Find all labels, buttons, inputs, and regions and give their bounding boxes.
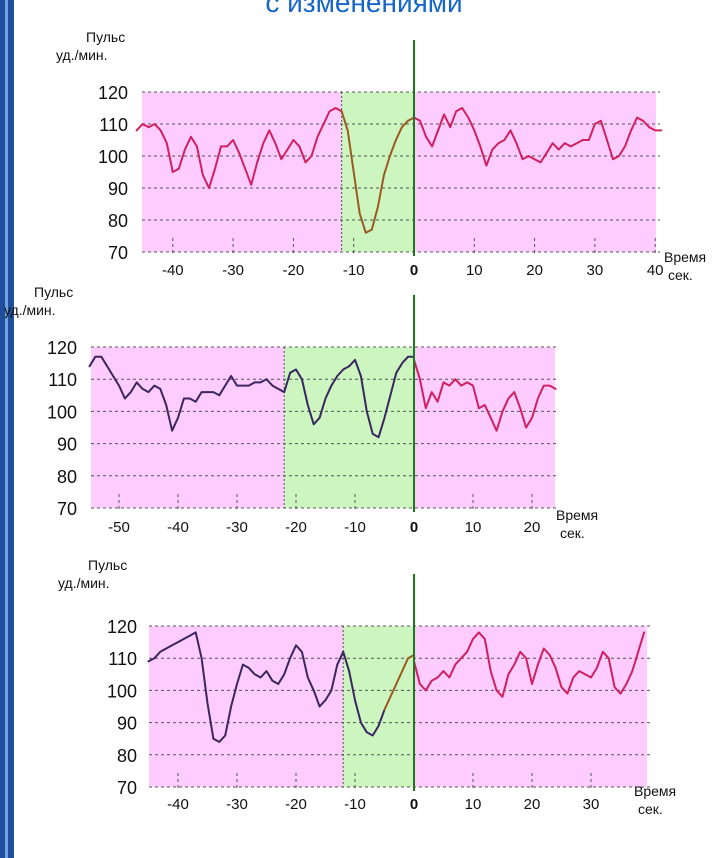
y-tick-label: 120 (107, 617, 137, 637)
series-line-3 (413, 358, 557, 432)
x-tick-label: -30 (226, 796, 248, 813)
y-axis-label-unit: уд./мин. (58, 575, 110, 591)
x-axis-label: Время (556, 507, 598, 523)
x-tick-label: -40 (167, 796, 189, 813)
y-axis-label-unit: уд./мин. (56, 47, 108, 63)
y-tick-label: 70 (117, 778, 137, 798)
x-axis-label: Время (634, 783, 676, 799)
x-tick-label: 10 (465, 519, 482, 536)
y-tick-label: 100 (107, 681, 137, 701)
x-tick-label: -20 (285, 519, 307, 536)
x-tick-label: 40 (647, 262, 664, 279)
y-tick-label: 110 (48, 370, 77, 390)
frame-left-border (0, 0, 14, 858)
y-axis-label: Пульс (88, 557, 127, 573)
y-tick-label: 110 (108, 649, 137, 669)
y-tick-label: 100 (47, 402, 77, 422)
x-tick-label: 0 (410, 796, 418, 813)
x-tick-label: -10 (344, 796, 366, 813)
series-line-1 (88, 355, 286, 432)
x-axis-label: Время (664, 249, 706, 265)
y-tick-label: 90 (57, 435, 77, 455)
y-axis-label: Пульс (86, 29, 125, 45)
x-tick-label: 20 (526, 262, 543, 279)
x-tick-label: -20 (283, 262, 305, 279)
x-tick-label: 10 (465, 796, 482, 813)
page-title: с изменениями (265, 0, 463, 18)
y-tick-label: 80 (57, 467, 77, 487)
x-tick-label: -40 (162, 262, 184, 279)
x-axis-label-unit: сек. (560, 525, 585, 541)
series-line-1 (135, 107, 343, 189)
series-line-2 (342, 650, 386, 737)
y-tick-label: 120 (98, 83, 128, 103)
y-tick-label: 110 (99, 115, 128, 135)
y-tick-label: 70 (108, 243, 128, 263)
x-tick-label: 30 (583, 796, 600, 813)
series-line-3 (383, 654, 415, 711)
y-axis-label: Пульс (34, 284, 73, 300)
x-tick-label: 20 (524, 519, 541, 536)
x-tick-label: 10 (466, 262, 483, 279)
y-tick-label: 90 (108, 179, 128, 199)
y-tick-label: 80 (117, 746, 137, 766)
green-zone (341, 92, 414, 252)
x-tick-label: 0 (410, 262, 418, 279)
green-zone (284, 347, 414, 508)
chart-3: 120 110 100 90 80 70 -40 -30 -20 -10 0 10 20 30 Пульс у… (58, 557, 676, 817)
x-tick-label: 0 (410, 519, 418, 536)
y-tick-label: 100 (98, 147, 128, 167)
x-tick-label: 20 (524, 796, 541, 813)
y-tick-label: 90 (117, 714, 137, 734)
x-tick-label: -10 (343, 262, 365, 279)
y-tick-label: 120 (47, 338, 77, 358)
series-line-4 (413, 631, 646, 698)
series-line-2 (283, 355, 415, 439)
green-zone (343, 626, 414, 787)
x-tick-label: -30 (222, 262, 244, 279)
x-axis-label-unit: сек. (668, 267, 693, 283)
x-tick-label: -20 (285, 796, 307, 813)
x-tick-label: -30 (226, 519, 248, 536)
series-line-1 (147, 631, 345, 743)
y-axis-label-unit: уд./мин. (4, 302, 56, 318)
chart-2: 120 110 100 90 80 70 -50 -40 -30 -20 -10 0 10 20 Пульс… (4, 284, 598, 541)
x-tick-label: 30 (587, 262, 604, 279)
series-line-2 (340, 110, 415, 234)
y-tick-label: 80 (108, 211, 128, 231)
x-axis-label-unit: сек. (638, 801, 663, 817)
x-tick-label: -50 (108, 519, 130, 536)
x-tick-label: -10 (344, 519, 366, 536)
series-line-3 (413, 107, 663, 167)
chart-1: 120 110 100 90 80 70 -40 -30 -20 -10 0 10 20 30 40 Пуль… (56, 29, 706, 283)
y-tick-label: 70 (57, 499, 77, 519)
x-tick-label: -40 (167, 519, 189, 536)
